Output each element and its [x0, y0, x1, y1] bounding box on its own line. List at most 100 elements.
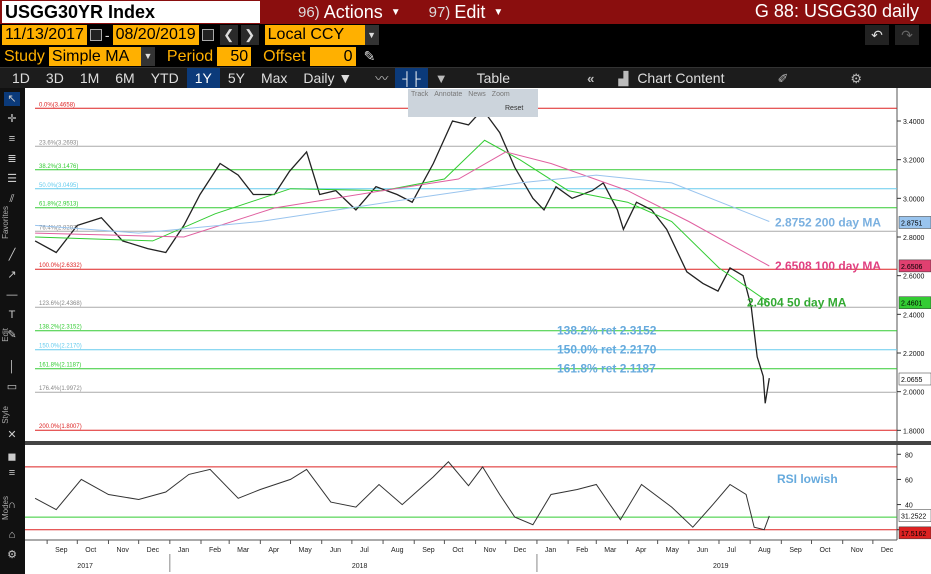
title-bar: USGG30YR Index 96) Actions ▼ 97) Edit ▼ …	[0, 0, 931, 24]
fib-tool-icon[interactable]: ≡	[8, 133, 16, 145]
currency-dropdown-icon[interactable]: ▼	[364, 25, 379, 45]
offset-label: Offset	[263, 47, 306, 65]
fib-level-label: 23.6%(3.2693)	[39, 140, 78, 146]
fib-level-label: 76.4%(2.8297)	[39, 225, 78, 231]
fib-level-label: 100.0%(2.6332)	[39, 263, 82, 269]
fib-retracement-icon[interactable]: ≣	[7, 153, 17, 165]
period-1m[interactable]: 1M	[79, 69, 100, 86]
magnet-icon[interactable]: ∩	[8, 499, 16, 511]
study-dropdown-icon[interactable]: ▼	[140, 47, 155, 66]
x-year-label: 2018	[352, 563, 368, 570]
chart-area: ↖ ✛ ≡ ≣ ☰ ⫽ Favorites ╱ ↗ ― T ✎ │ ▭ Edit…	[0, 88, 931, 574]
fib-extension-icon[interactable]: ☰	[7, 173, 17, 185]
y-tick-label: 3.2000	[903, 158, 925, 165]
value-tag	[898, 296, 931, 309]
edit-number: 97)	[428, 3, 451, 21]
x-tick-label: Oct	[820, 547, 831, 554]
line-chart-icon[interactable]: 〰	[375, 70, 389, 86]
period-3d[interactable]: 3D	[45, 69, 64, 86]
ticker-field[interactable]: USGG30YR Index	[2, 1, 260, 23]
x-tick-label: Aug	[758, 547, 771, 554]
chart-type-dropdown-icon[interactable]: ▼	[434, 70, 448, 86]
value-tag	[898, 259, 931, 273]
chart-settings-icon[interactable]: ⚙	[7, 549, 17, 561]
collapse-panel-icon[interactable]: «	[587, 70, 595, 86]
pencil-icon[interactable]: ✎	[363, 48, 376, 64]
edit-menu[interactable]: 97) Edit ▼	[423, 0, 510, 24]
line-width-icon[interactable]: ≡	[8, 467, 16, 479]
y-tick-label: 3.0000	[903, 196, 925, 203]
end-date-field[interactable]: 08/20/2019	[112, 25, 199, 45]
period-5y[interactable]: 5Y	[227, 69, 245, 86]
period-max[interactable]: Max	[260, 69, 288, 86]
redo-icon[interactable]: ↷	[895, 25, 919, 45]
prev-range-button[interactable]: ❮	[219, 25, 238, 45]
period-1y[interactable]: 1Y	[186, 67, 220, 89]
reset-tool[interactable]: Reset	[505, 105, 524, 112]
lock-icon[interactable]: ⌂	[8, 529, 16, 541]
x-tick-label: Jul	[360, 547, 369, 554]
settings-gear-icon[interactable]: ⚙	[850, 70, 863, 86]
value-tag-label: 2.4601	[901, 301, 923, 308]
fib-level-label: 50.0%(3.0495)	[39, 183, 78, 189]
x-tick-label: Nov	[851, 547, 864, 554]
text-tool-icon[interactable]: T	[8, 309, 16, 321]
annotate-icon[interactable]: ✐	[777, 70, 789, 86]
vertical-line-icon[interactable]: │	[8, 361, 16, 373]
period-6m[interactable]: 6M	[115, 69, 135, 86]
x-tick-label: Jan	[545, 547, 556, 554]
x-tick-label: Dec	[881, 547, 894, 554]
x-tick-label: Jun	[330, 547, 341, 554]
x-tick-label: Aug	[391, 547, 404, 554]
horizontal-line-icon[interactable]: ―	[6, 289, 18, 301]
series-line-100-day-ma	[35, 151, 770, 267]
y-tick-label: 2.6000	[903, 274, 925, 281]
rectangle-icon[interactable]: ▭	[6, 381, 18, 393]
channel-icon[interactable]: ⫽	[9, 193, 15, 205]
annotate-tool[interactable]: Annotate	[434, 91, 463, 98]
rsi-tick-label: 40	[905, 503, 913, 510]
y-tick-label: 1.8000	[903, 428, 925, 435]
chart-content-icon[interactable]: ▟	[618, 70, 629, 86]
pane-separator	[25, 441, 931, 445]
chart-title: G 88: USGG30 daily	[754, 1, 919, 21]
next-range-button[interactable]: ❯	[240, 25, 259, 45]
x-tick-label: Dec	[514, 547, 527, 554]
rsi-annotation: RSI lowish	[777, 472, 838, 486]
zoom-tool[interactable]: Zoom	[491, 91, 510, 98]
delete-icon[interactable]: ✕	[7, 429, 17, 441]
track-tool[interactable]: Track	[411, 91, 429, 98]
fib-level-label: 123.6%(2.4368)	[39, 301, 82, 307]
start-date-field[interactable]: 11/13/2017	[2, 25, 87, 45]
trendline-icon[interactable]: ╱	[8, 249, 16, 261]
period-input[interactable]: 50	[217, 47, 252, 66]
actions-caret-icon: ▼	[390, 6, 401, 18]
chart-canvas[interactable]: 0.0%(3.4658) 23.6%(3.2693) 38.2%(3.1476) 50…	[25, 88, 931, 574]
offset-input[interactable]: 0	[309, 47, 356, 66]
table-button[interactable]: Table	[476, 69, 511, 86]
period-1d[interactable]: 1D	[12, 69, 30, 86]
currency-select[interactable]: Local CCY	[264, 25, 365, 45]
color-icon[interactable]: ◼	[7, 451, 17, 463]
x-tick-label: Apr	[635, 547, 647, 554]
chart-content-button[interactable]: Chart Content	[637, 69, 725, 86]
fib-level-label: 0.0%(3.4658)	[39, 102, 75, 108]
y-tick-label: 3.4000	[903, 119, 925, 126]
crosshair-icon[interactable]: ✛	[7, 113, 17, 125]
period-ytd[interactable]: YTD	[150, 69, 179, 86]
undo-icon[interactable]: ↶	[865, 25, 889, 45]
news-tool[interactable]: News	[468, 91, 486, 98]
value-tag-label: 2.0655	[901, 377, 923, 384]
pen-tool-icon[interactable]: ✎	[7, 329, 17, 341]
bar-chart-icon[interactable]: ┤├	[395, 67, 428, 89]
range-separator: -	[104, 27, 110, 43]
frequency-select[interactable]: Daily ▼	[303, 69, 353, 86]
end-calendar-icon[interactable]	[201, 29, 214, 41]
x-year-label: 2017	[77, 563, 93, 570]
cursor-icon[interactable]: ↖	[4, 92, 20, 106]
edit-caret-icon: ▼	[493, 6, 504, 18]
study-select[interactable]: Simple MA	[48, 47, 141, 66]
ray-icon[interactable]: ↗	[7, 269, 17, 281]
start-calendar-icon[interactable]	[89, 29, 102, 41]
actions-menu[interactable]: 96) Actions ▼	[292, 0, 407, 24]
